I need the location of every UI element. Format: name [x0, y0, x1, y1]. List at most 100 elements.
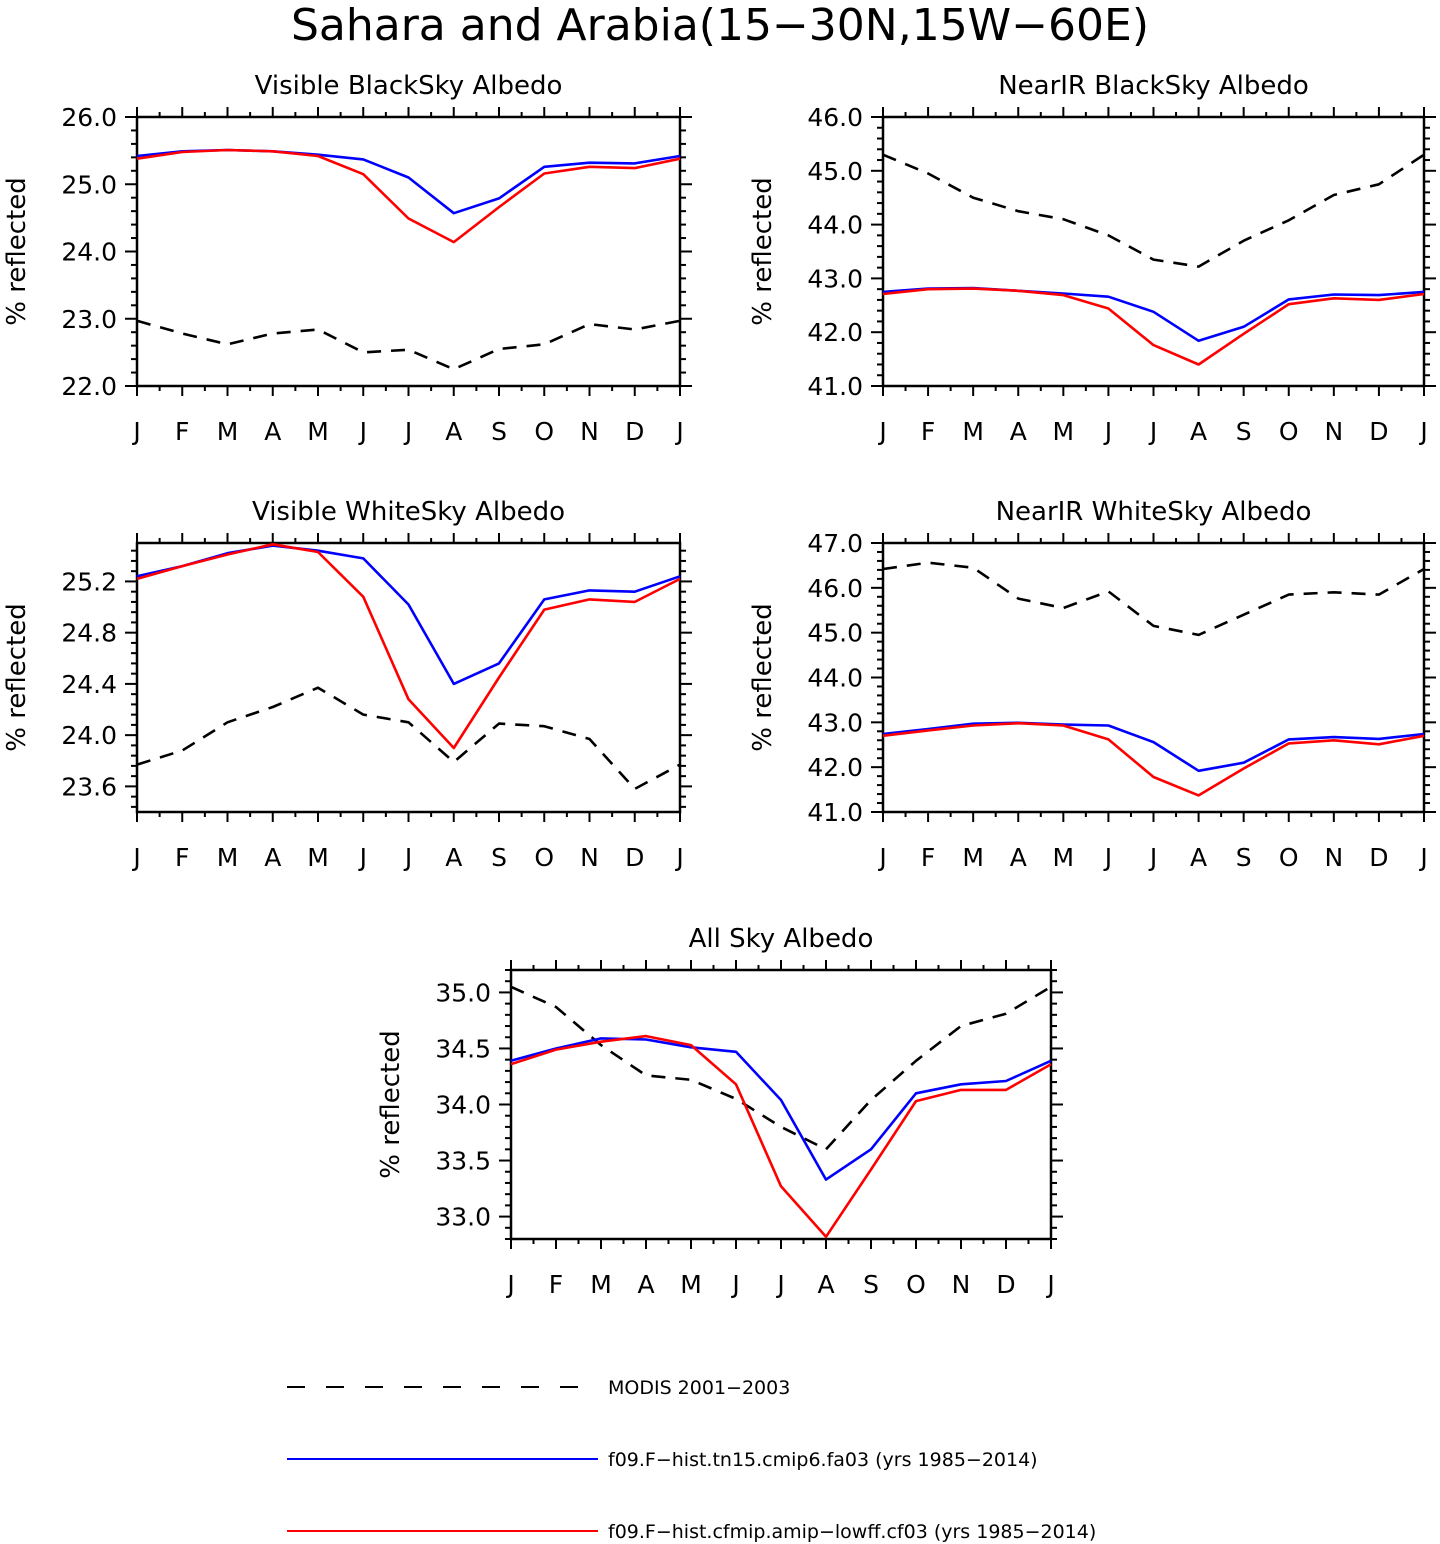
- x-tick-label: J: [674, 843, 683, 872]
- y-tick-label: 42.0: [807, 753, 863, 782]
- x-tick-label: N: [1324, 417, 1343, 446]
- y-tick-label: 22.0: [61, 372, 117, 401]
- x-tick-label: O: [1279, 417, 1299, 446]
- x-tick-label: J: [1103, 843, 1112, 872]
- x-tick-label: J: [403, 417, 412, 446]
- series-line-modis: [882, 561, 1425, 637]
- y-tick-label: 44.0: [807, 211, 863, 240]
- x-tick-label: J: [877, 843, 886, 872]
- x-tick-label: J: [358, 843, 367, 872]
- x-tick-label: J: [1103, 417, 1112, 446]
- y-tick-label: 24.0: [61, 721, 117, 750]
- panel-title: Visible BlackSky Albedo: [255, 71, 563, 101]
- legend: MODIS 2001−2003 f09.F−hist.tn15.cmip6.fa0…: [287, 1377, 1096, 1543]
- figure-title: Sahara and Arabia(15−30N,15W−60E): [291, 0, 1149, 51]
- y-tick-label: 45.0: [807, 157, 863, 186]
- x-tick-label: M: [217, 843, 239, 872]
- x-tick-label: N: [580, 417, 599, 446]
- x-tick-label: F: [175, 417, 189, 446]
- panel-title: All Sky Albedo: [689, 924, 874, 954]
- x-tick-label: S: [1236, 843, 1252, 872]
- y-tick-label: 33.0: [435, 1203, 491, 1232]
- x-tick-label: D: [625, 843, 644, 872]
- x-tick-label: J: [1418, 843, 1427, 872]
- y-axis-label: % reflected: [2, 177, 32, 325]
- x-tick-label: M: [962, 843, 984, 872]
- x-tick-label: D: [625, 417, 644, 446]
- series-line-modis: [510, 985, 1052, 1151]
- panel-title: Visible WhiteSky Albedo: [252, 497, 565, 527]
- y-axis-label: % reflected: [2, 603, 32, 751]
- y-tick-label: 35.0: [435, 978, 491, 1007]
- x-tick-label: J: [674, 417, 683, 446]
- series-line-cmip6: [136, 544, 681, 686]
- legend-label: f09.F−hist.cfmip.amip−lowff.cf03 (yrs 19…: [608, 1521, 1096, 1543]
- y-axis-label: % reflected: [376, 1030, 406, 1178]
- legend-item-modis: MODIS 2001−2003: [287, 1377, 790, 1399]
- x-tick-label: A: [264, 417, 281, 446]
- plot-frame: [135, 541, 682, 814]
- x-tick-label: J: [1148, 417, 1157, 446]
- y-tick-label: 42.0: [807, 318, 863, 347]
- y-tick-label: 34.0: [435, 1091, 491, 1120]
- x-tick-label: A: [817, 1270, 834, 1299]
- y-tick-label: 26.0: [61, 103, 117, 132]
- x-tick-label: A: [264, 843, 281, 872]
- y-tick-label: 44.0: [807, 664, 863, 693]
- y-tick-label: 23.6: [61, 772, 117, 801]
- plot-frame: [881, 541, 1426, 814]
- y-tick-label: 25.2: [61, 567, 117, 596]
- x-tick-label: M: [307, 417, 329, 446]
- y-axis-label: % reflected: [748, 177, 778, 325]
- x-tick-label: J: [1418, 417, 1427, 446]
- series-line-cfmip: [136, 542, 681, 750]
- x-tick-label: A: [1010, 417, 1027, 446]
- x-tick-label: N: [952, 1270, 971, 1299]
- y-tick-label: 34.5: [435, 1034, 491, 1063]
- y-tick-label: 45.0: [807, 619, 863, 648]
- x-tick-label: M: [1053, 843, 1075, 872]
- y-tick-label: 46.0: [807, 103, 863, 132]
- series-line-cfmip: [510, 1034, 1052, 1239]
- x-tick-label: J: [131, 417, 140, 446]
- y-tick-label: 41.0: [807, 798, 863, 827]
- y-tick-label: 47.0: [807, 529, 863, 558]
- series-line-modis: [136, 319, 681, 371]
- x-tick-label: N: [1324, 843, 1343, 872]
- x-tick-label: S: [491, 417, 507, 446]
- x-tick-label: O: [534, 417, 554, 446]
- series-line-cfmip: [136, 148, 681, 244]
- x-tick-label: M: [307, 843, 329, 872]
- x-tick-label: J: [775, 1270, 784, 1299]
- x-tick-label: D: [996, 1270, 1015, 1299]
- x-tick-label: J: [1045, 1270, 1054, 1299]
- x-tick-label: O: [1279, 843, 1299, 872]
- y-tick-label: 43.0: [807, 708, 863, 737]
- x-tick-label: A: [445, 417, 462, 446]
- x-tick-label: J: [358, 417, 367, 446]
- x-tick-label: O: [906, 1270, 926, 1299]
- x-tick-label: J: [730, 1270, 739, 1299]
- y-tick-label: 24.4: [61, 670, 117, 699]
- y-axis-label: % reflected: [748, 603, 778, 751]
- legend-label: MODIS 2001−2003: [608, 1377, 790, 1399]
- x-tick-label: S: [863, 1270, 879, 1299]
- legend-label: f09.F−hist.tn15.cmip6.fa03 (yrs 1985−201…: [608, 1449, 1038, 1471]
- x-tick-label: F: [921, 417, 935, 446]
- y-tick-label: 24.8: [61, 619, 117, 648]
- y-tick-label: 25.0: [61, 170, 117, 199]
- y-tick-label: 46.0: [807, 574, 863, 603]
- x-tick-label: S: [1236, 417, 1252, 446]
- x-tick-label: F: [175, 843, 189, 872]
- x-tick-label: A: [637, 1270, 654, 1299]
- x-tick-label: D: [1369, 417, 1388, 446]
- x-tick-label: M: [680, 1270, 702, 1299]
- x-tick-label: M: [590, 1270, 612, 1299]
- panel-title: NearIR BlackSky Albedo: [998, 71, 1309, 101]
- x-tick-label: A: [445, 843, 462, 872]
- x-tick-label: D: [1369, 843, 1388, 872]
